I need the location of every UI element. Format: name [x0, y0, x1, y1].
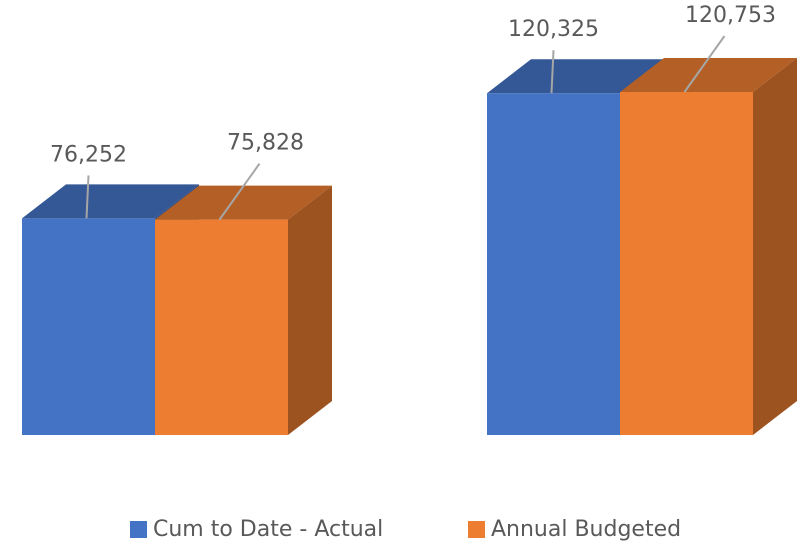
legend-label: Cum to Date - Actual: [153, 517, 383, 542]
data-label: 120,753: [685, 3, 776, 28]
bar-3d: [155, 185, 332, 435]
data-label: 76,252: [50, 142, 127, 167]
data-label: 120,325: [508, 17, 599, 42]
bar: [155, 219, 288, 435]
bar-side: [753, 58, 797, 435]
bar-top: [155, 185, 332, 220]
leader-line: [683, 35, 726, 93]
leader-line: [85, 175, 90, 219]
bar: [22, 218, 155, 435]
leader-line: [550, 50, 555, 94]
bar: [620, 92, 753, 435]
legend-swatch: [468, 521, 485, 538]
bar-3d: [620, 58, 797, 435]
bar-top: [22, 184, 199, 219]
legend-label: Annual Budgeted: [491, 517, 681, 542]
legend-swatch: [130, 521, 147, 538]
bar-side: [288, 185, 332, 435]
leader-line: [218, 163, 261, 221]
bar: [487, 93, 620, 436]
bar-top: [620, 58, 797, 92]
bar-top: [487, 59, 664, 94]
data-label: 75,828: [227, 131, 304, 156]
